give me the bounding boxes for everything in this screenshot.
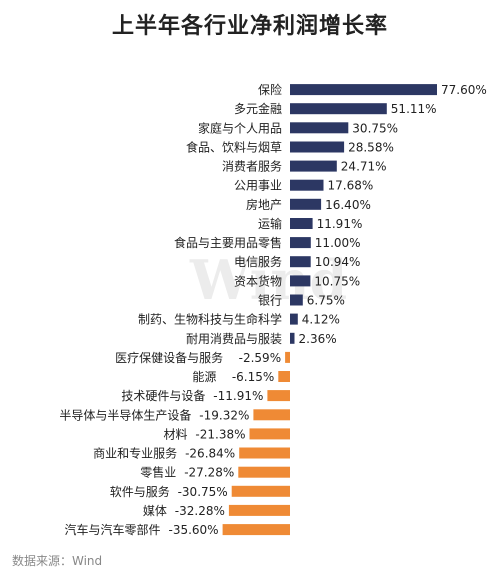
bar-14 xyxy=(285,351,290,363)
value-label-8: 11.00% xyxy=(315,236,361,250)
bar-22 xyxy=(228,504,290,516)
category-label-14: 医疗保健设备与服务 xyxy=(115,350,223,365)
bar-16 xyxy=(267,390,290,402)
value-label-11: 6.75% xyxy=(307,293,345,307)
value-label-19: -26.84% xyxy=(185,447,235,461)
value-label-12: 4.12% xyxy=(302,313,340,327)
category-label-12: 制药、生物科技与生命科学 xyxy=(138,312,282,327)
category-label-2: 家庭与个人用品 xyxy=(198,120,282,135)
bar-2 xyxy=(290,122,349,134)
category-label-7: 运输 xyxy=(258,216,282,231)
bar-3 xyxy=(290,141,345,153)
value-label-2: 30.75% xyxy=(352,121,398,135)
value-label-5: 17.68% xyxy=(328,179,374,193)
category-label-20: 零售业 xyxy=(140,465,176,480)
bar-12 xyxy=(290,313,298,325)
category-label-0: 保险 xyxy=(258,82,282,97)
category-label-10: 资本货物 xyxy=(234,273,282,288)
bar-0 xyxy=(290,84,437,96)
category-label-4: 消费者服务 xyxy=(222,159,282,174)
value-label-13: 2.36% xyxy=(299,332,337,346)
category-label-16: 技术硬件与设备 xyxy=(121,389,205,403)
watermark: Wind xyxy=(190,248,348,312)
bar-4 xyxy=(290,160,337,172)
value-label-0: 77.60% xyxy=(441,83,487,97)
bar-20 xyxy=(238,466,290,478)
value-label-14: -2.59% xyxy=(239,351,281,365)
category-label-6: 房地产 xyxy=(246,197,282,212)
bar-23 xyxy=(222,524,290,536)
value-label-10: 10.75% xyxy=(314,274,360,288)
category-label-21: 软件与服务 xyxy=(110,484,170,499)
bar-5 xyxy=(290,179,324,191)
bar-8 xyxy=(290,237,311,249)
value-label-7: 11.91% xyxy=(317,217,363,231)
bar-9 xyxy=(290,256,311,268)
category-label-3: 食品、饮料与烟草 xyxy=(186,139,282,154)
category-label-22: 媒体 xyxy=(143,504,167,518)
chart-title: 上半年各行业净利润增长率 xyxy=(111,14,388,39)
value-label-15: -6.15% xyxy=(232,370,274,384)
bar-19 xyxy=(239,447,290,459)
bar-10 xyxy=(290,275,311,287)
category-label-18: 材料 xyxy=(163,427,187,441)
category-label-13: 耐用消费品与服装 xyxy=(186,332,282,346)
category-label-5: 公用事业 xyxy=(234,179,282,193)
category-label-8: 食品与主要用品零售 xyxy=(174,235,282,250)
value-label-4: 24.71% xyxy=(341,160,387,174)
category-label-11: 银行 xyxy=(258,293,282,307)
data-source: 数据来源：Wind xyxy=(12,554,103,568)
bar-6 xyxy=(290,198,322,210)
bar-1 xyxy=(290,103,387,115)
value-label-20: -27.28% xyxy=(184,466,234,480)
value-label-21: -30.75% xyxy=(178,485,228,499)
value-label-18: -21.38% xyxy=(195,427,245,441)
category-label-9: 电信服务 xyxy=(234,254,282,269)
value-label-3: 28.58% xyxy=(348,140,394,154)
bar-15 xyxy=(278,371,290,382)
category-label-23: 汽车与汽车零部件 xyxy=(65,522,161,537)
bar-18 xyxy=(249,428,290,440)
value-label-6: 16.40% xyxy=(325,198,371,212)
bar-17 xyxy=(253,409,290,421)
value-label-16: -11.91% xyxy=(213,389,263,403)
value-label-9: 10.94% xyxy=(315,255,361,269)
category-label-15: 能源 xyxy=(192,370,216,384)
category-label-19: 商业和专业服务 xyxy=(93,446,177,461)
category-label-17: 半导体与半导体生产设备 xyxy=(59,408,191,422)
bar-13 xyxy=(290,332,295,344)
value-label-23: -35.60% xyxy=(169,523,219,537)
value-label-1: 51.11% xyxy=(391,102,437,116)
bar-11 xyxy=(290,294,303,306)
value-label-17: -19.32% xyxy=(199,408,249,422)
value-label-22: -32.28% xyxy=(175,504,225,518)
bar-7 xyxy=(290,218,313,229)
category-label-1: 多元金融 xyxy=(234,101,282,116)
bar-21 xyxy=(231,485,290,497)
